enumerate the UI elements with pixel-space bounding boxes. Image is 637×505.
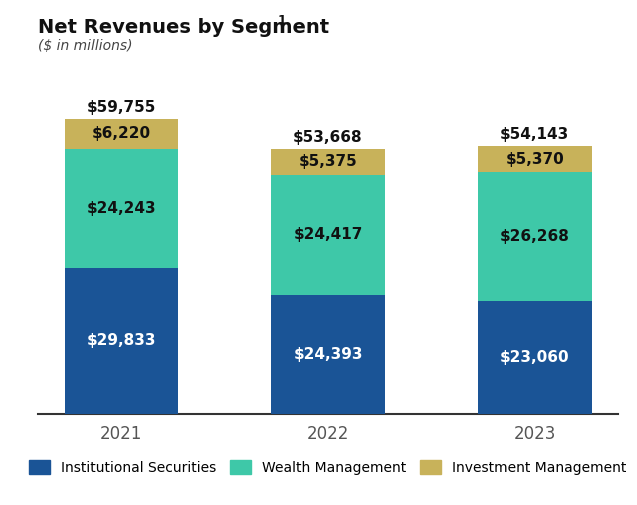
Bar xyxy=(478,172,592,301)
Legend: Institutional Securities, Wealth Management, Investment Management: Institutional Securities, Wealth Managem… xyxy=(24,454,633,480)
Text: $24,243: $24,243 xyxy=(87,201,156,216)
Text: $24,393: $24,393 xyxy=(293,347,363,362)
Bar xyxy=(64,268,178,414)
Text: $5,375: $5,375 xyxy=(299,154,357,169)
Bar xyxy=(271,294,385,414)
Bar xyxy=(478,301,592,414)
Bar xyxy=(64,119,178,149)
Text: $29,833: $29,833 xyxy=(87,333,156,348)
Text: $59,755: $59,755 xyxy=(87,99,156,115)
Bar xyxy=(478,146,592,172)
Bar xyxy=(271,175,385,294)
Text: Net Revenues by Segment: Net Revenues by Segment xyxy=(38,18,329,37)
Text: $23,060: $23,060 xyxy=(500,350,569,365)
Bar xyxy=(64,149,178,268)
Bar xyxy=(271,148,385,175)
Text: $6,220: $6,220 xyxy=(92,126,151,141)
Text: $24,417: $24,417 xyxy=(294,227,362,242)
Text: $53,668: $53,668 xyxy=(293,130,363,144)
Text: 1: 1 xyxy=(277,14,286,27)
Text: $54,143: $54,143 xyxy=(500,127,569,142)
Text: $26,268: $26,268 xyxy=(500,229,569,244)
Text: $5,370: $5,370 xyxy=(505,152,564,167)
Text: ($ in millions): ($ in millions) xyxy=(38,39,132,54)
